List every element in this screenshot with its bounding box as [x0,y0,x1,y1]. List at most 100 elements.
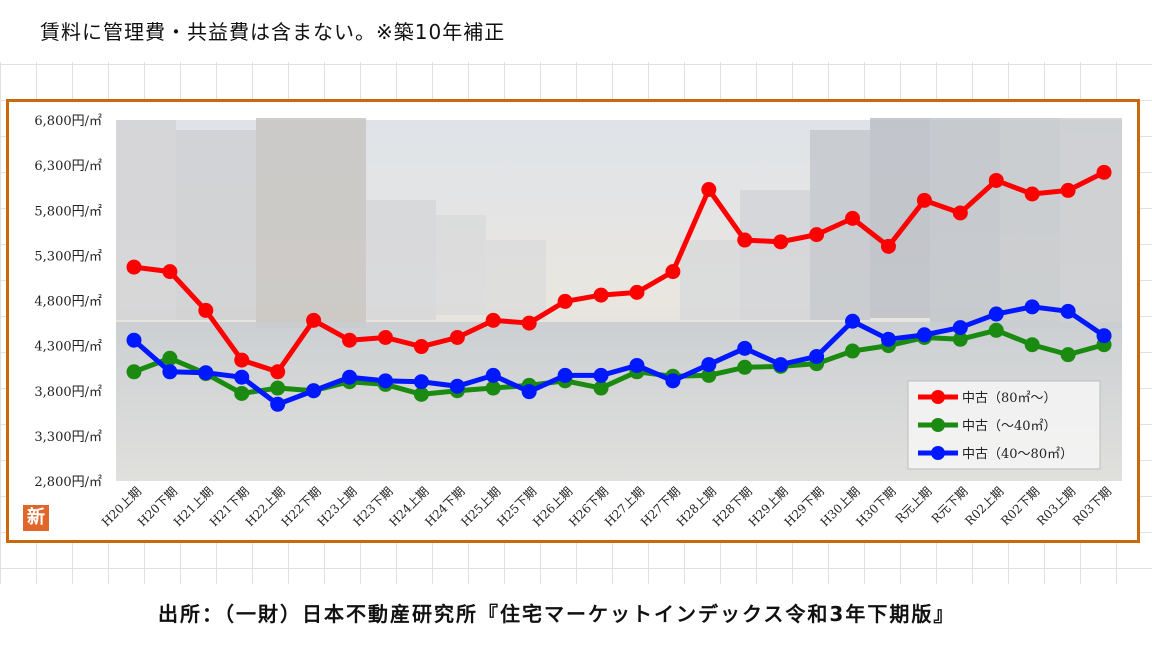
background-building [1060,118,1122,328]
y-tick-label: 4,300円/㎡ [34,340,102,355]
data-point [1024,186,1040,202]
data-point [306,383,322,399]
legend-label: 中古（40～80㎡） [962,447,1073,462]
series-line [133,170,1106,375]
data-point [413,374,429,390]
y-tick-label: 6,300円/㎡ [34,159,102,174]
data-point [809,227,825,243]
data-point [701,181,717,197]
data-point [916,192,932,208]
data-point [342,332,358,348]
background-building [870,118,930,318]
legend-label: 中古（～40㎡） [962,419,1057,434]
chart-note: 賃料に管理費・共益費は含まない。※築10年補正 [40,20,506,44]
data-point [845,313,861,329]
data-point [845,343,861,359]
data-point [1024,337,1040,353]
data-point [377,330,393,346]
data-point [306,312,322,328]
data-point [557,293,573,309]
data-point [449,330,465,346]
data-point [845,210,861,226]
data-point [162,264,178,280]
x-tick-label: R02上期 [962,484,1006,528]
data-point [1060,347,1076,363]
legend-label: 中古（80㎡～） [962,391,1057,406]
data-point [413,386,429,402]
data-point [988,306,1004,322]
data-point [737,232,753,248]
background-building [680,240,740,320]
data-point [1024,299,1040,315]
y-tick-label: 5,800円/㎡ [34,204,102,219]
data-point [629,357,645,373]
data-point [629,284,645,300]
data-point [270,396,286,412]
x-tick-label: R元上期 [893,484,935,526]
data-point [773,357,789,373]
x-tick-label: H30下期 [854,484,899,529]
data-point [521,384,537,400]
data-point [126,364,142,380]
data-point [413,339,429,355]
data-point [485,367,501,383]
background-building [1000,118,1060,328]
data-point [342,369,358,385]
y-tick-label: 3,300円/㎡ [34,430,102,445]
legend: 中古（80㎡～） 中古（～40㎡） 中古（40～80㎡） [907,380,1101,470]
header-band [0,0,1152,62]
background-building [740,190,810,320]
data-point [162,350,178,366]
source-citation: 出所：（一財）日本不動産研究所『住宅マーケットインデックス令和3年下期版』 [158,602,956,626]
x-tick-label: R02下期 [998,484,1042,528]
data-point [126,332,142,348]
y-tick-label: 3,800円/㎡ [34,385,102,400]
background-building [486,240,546,320]
legend-swatch-marker [931,446,945,460]
data-point [593,367,609,383]
data-point [665,264,681,280]
data-point [377,373,393,389]
x-tick-label: R03下期 [1070,484,1114,528]
data-point [701,367,717,383]
data-point [270,380,286,396]
background-building [436,215,486,315]
data-point [270,364,286,380]
data-point [521,315,537,331]
data-point [880,238,896,254]
data-point [952,205,968,221]
data-point [162,364,178,380]
data-point [737,359,753,375]
data-point [1060,303,1076,319]
data-point [988,322,1004,338]
y-tick-label: 5,300円/㎡ [34,249,102,264]
data-point [234,385,250,401]
data-point [952,331,968,347]
data-point [485,312,501,328]
new-badge: 新 [23,505,49,531]
x-tick-label: R03上期 [1034,484,1078,528]
y-tick-label: 4,800円/㎡ [34,295,102,310]
y-tick-label: 6,800円/㎡ [34,114,102,129]
data-point [916,327,932,343]
data-point [880,331,896,347]
background-building [116,120,176,320]
legend-swatch-marker [931,390,945,404]
data-point [665,373,681,389]
background-building [930,118,1000,328]
data-point [593,380,609,396]
data-point [988,172,1004,188]
y-axis: 2,800円/㎡ 3,300円/㎡ 3,800円/㎡ 4,300円/㎡ 4,800円/㎡… [34,114,102,490]
data-point [1060,182,1076,198]
footer-band [0,584,1152,648]
data-point [1096,328,1112,344]
series-layer [126,164,1112,412]
data-point [126,259,142,275]
data-point [1096,164,1112,180]
background-building [256,118,366,328]
data-point [737,340,753,356]
data-point [449,378,465,394]
background-building [176,130,256,320]
data-point [234,369,250,385]
